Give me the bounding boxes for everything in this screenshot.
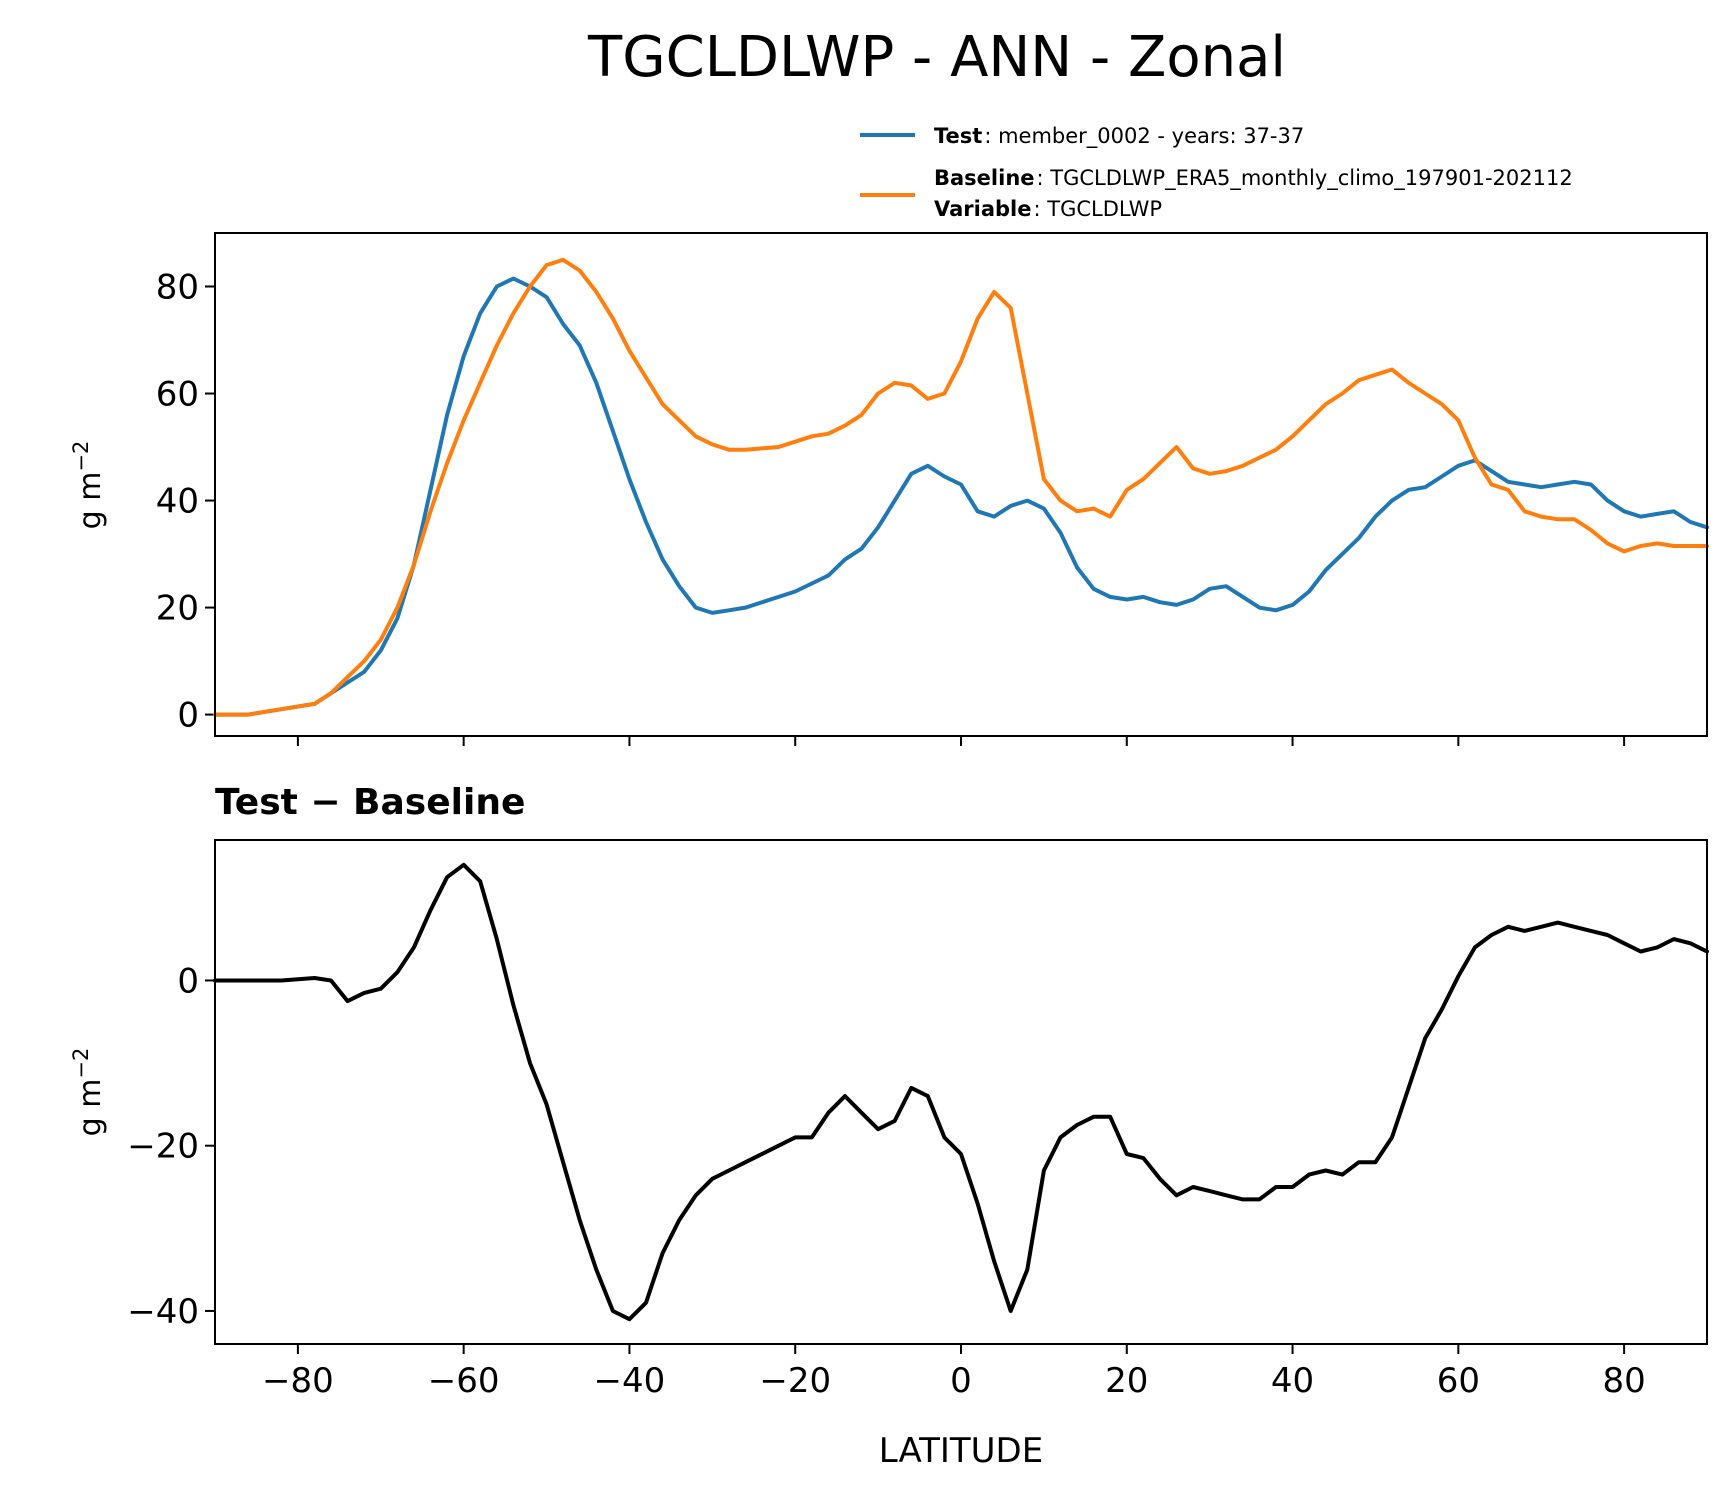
x-tick-label: −20: [759, 1361, 831, 1401]
bottom-y-tick-label: 0: [177, 961, 199, 1001]
bottom-panel: Test − Baseline −80 −60 −40 −20 0 20 40 60 80 0 −2…: [69, 782, 1709, 1471]
bottom-axes-frame: [214, 839, 1708, 1345]
top-y-tick-label: 0: [177, 696, 199, 736]
top-axes-frame: [214, 232, 1708, 737]
test-series-line: [213, 276, 1709, 717]
chart-title: TGCLDLWP - ANN - Zonal: [587, 25, 1286, 90]
x-tick-label: −80: [262, 1361, 334, 1401]
x-tick-label: 40: [1271, 1361, 1314, 1401]
top-y-tick-label: 20: [156, 589, 199, 629]
baseline-series-line: [213, 257, 1709, 717]
x-tick-label: 0: [950, 1361, 972, 1401]
top-y-tick-label: 40: [156, 482, 199, 522]
top-panel: 0 20 40 60 80 g m−2: [69, 232, 1709, 746]
legend-variable-label: Variable: TGCLDLWP: [934, 197, 1162, 221]
x-tick-label: 20: [1105, 1361, 1148, 1401]
x-tick-label: 60: [1437, 1361, 1480, 1401]
x-tick-label: 80: [1602, 1361, 1645, 1401]
test-baseline-series-line: [213, 862, 1709, 1322]
bottom-y-axis-label: g m−2: [69, 1048, 108, 1137]
legend-baseline-label: Baseline: TGCLDLWP_ERA5_monthly_climo_19…: [934, 166, 1573, 191]
x-axis-label: LATITUDE: [879, 1431, 1043, 1471]
legend: Test: member_0002 - years: 37-37 Baselin…: [860, 124, 1573, 221]
legend-test-label: Test: member_0002 - years: 37-37: [934, 124, 1304, 149]
top-y-axis-label: g m−2: [69, 441, 108, 530]
bottom-y-tick-label: −20: [127, 1127, 199, 1167]
top-y-tick-label: 80: [156, 268, 199, 308]
bottom-y-tick-label: −40: [127, 1292, 199, 1332]
x-tick-label: −60: [428, 1361, 500, 1401]
bottom-panel-title: Test − Baseline: [215, 782, 525, 823]
x-tick-label: −40: [594, 1361, 666, 1401]
top-y-tick-label: 60: [156, 375, 199, 415]
